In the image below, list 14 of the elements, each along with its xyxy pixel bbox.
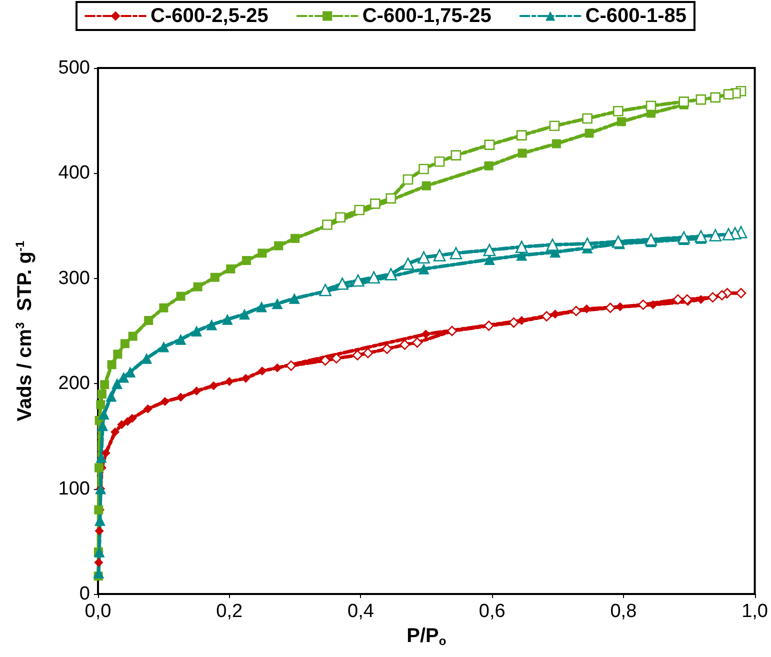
y-tick-label: 500: [58, 58, 90, 78]
y-tick-label: 300: [58, 268, 90, 289]
y-tick-label: 200: [58, 373, 90, 394]
y-tick-label: 400: [58, 162, 90, 184]
x-tick-label: 0,4: [348, 601, 374, 622]
legend-label: C-600-2,5-25: [150, 5, 268, 27]
legend-label: C-600-1-85: [585, 5, 686, 27]
x-tick-label: 0,6: [478, 601, 506, 622]
y-tick-label: 100: [58, 478, 90, 500]
legend-label: C-600-1,75-25: [362, 5, 492, 27]
x-tick-label: 0,8: [610, 601, 637, 622]
x-tick-label: 0,2: [216, 601, 243, 622]
y-axis-title: Vads / cm3 STP. g-1: [13, 240, 36, 422]
x-tick-label: 1,0: [742, 601, 768, 622]
